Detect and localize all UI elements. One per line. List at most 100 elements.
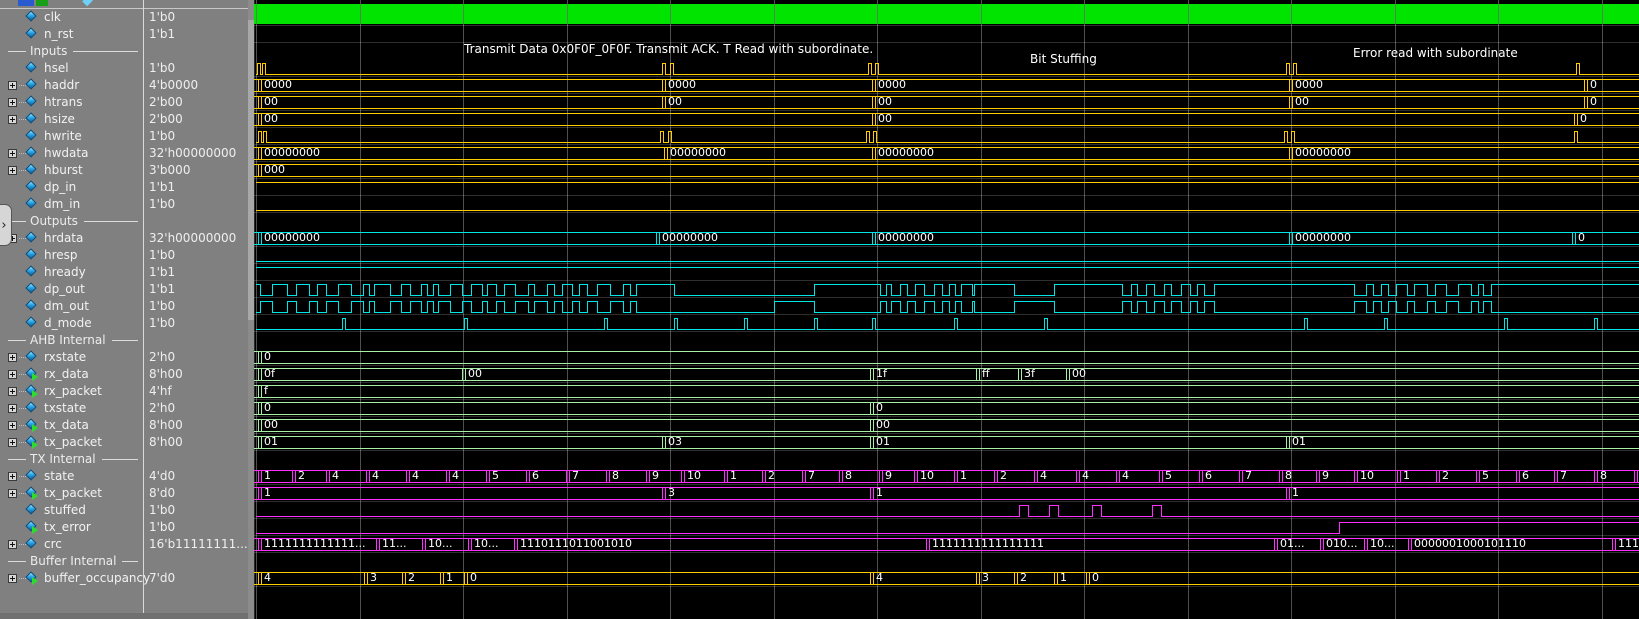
bus-segment[interactable]: 000 [258,163,1639,177]
bus-segment[interactable]: 00000000 [1289,231,1572,245]
waveform-row[interactable]: 4 3 2 1 0 4 3 2 1 0 [254,570,1639,587]
bus-segment[interactable]: 0 [464,571,870,585]
waveform-row[interactable] [254,179,1639,196]
expand-icon-rx_packet[interactable] [8,387,17,396]
bus-segment[interactable]: 8 [1279,469,1316,483]
signal-row-d_mode[interactable]: d_mode [0,315,144,332]
bus-segment[interactable]: 4 [1076,469,1116,483]
bus-segment[interactable]: 8 [839,469,879,483]
horizontal-scrollbar[interactable] [0,613,248,619]
expand-icon-tx_data[interactable] [8,421,17,430]
bus-segment[interactable]: 1 [724,469,762,483]
waveform-row[interactable] [254,281,1639,298]
bus-segment[interactable]: 1 [870,486,1286,500]
waveform-row[interactable]: 0000 0000 0000 0000 0 [254,77,1639,94]
bus-segment[interactable]: 2 [1436,469,1476,483]
signal-row-rx_packet[interactable]: rx_packet [0,383,144,400]
expand-icon-hsize[interactable] [8,115,17,124]
bus-segment[interactable]: 9 [1316,469,1354,483]
signal-row-hburst[interactable]: hburst [0,162,144,179]
bus-segment[interactable]: 7 [802,469,839,483]
bus-segment[interactable]: 01 [258,435,662,449]
bus-segment[interactable]: 00000000 [1289,146,1639,160]
bus-segment[interactable]: 0 [870,401,1639,415]
signal-row-txstate[interactable]: txstate [0,400,144,417]
bus-segment[interactable]: 03 [662,435,870,449]
bus-segment[interactable]: 00000000 [872,231,1289,245]
bus-segment[interactable]: ff [976,367,1018,381]
waveform-row[interactable] [254,247,1639,264]
bus-segment[interactable]: 6 [526,469,566,483]
waveform-row[interactable]: 1111111111111... 11... 10... 10... 111011101… [254,536,1639,553]
signal-row-hrdata[interactable]: hrdata [0,230,144,247]
bus-segment[interactable]: 01 [870,435,1286,449]
bus-segment[interactable]: 00 [462,367,870,381]
bus-segment[interactable]: 10... [468,537,514,551]
bus-segment[interactable]: 0000001000101110 [1408,537,1612,551]
signal-row-tx_data[interactable]: tx_data [0,417,144,434]
signal-row-hwdata[interactable]: hwdata [0,145,144,162]
bus-segment[interactable]: 3 [662,486,870,500]
signal-row-htrans[interactable]: htrans [0,94,144,111]
waveform-row[interactable]: f [254,383,1639,400]
signal-row-hwrite[interactable]: hwrite [0,128,144,145]
bus-segment[interactable]: 4 [870,571,976,585]
waveform-row[interactable] [254,196,1639,213]
bus-segment[interactable]: 3 [364,571,402,585]
bus-segment[interactable]: 0 [1086,571,1639,585]
waveform-row[interactable] [254,128,1639,145]
bus-segment[interactable]: 00 [872,112,1574,126]
expand-icon-crc[interactable] [8,540,17,549]
signal-row-dp_out[interactable]: dp_out [0,281,144,298]
signal-row-rxstate[interactable]: rxstate [0,349,144,366]
bus-segment[interactable]: 1111111111111111 [926,537,1274,551]
bus-segment[interactable]: 1 [258,486,662,500]
waveform-row[interactable]: 000 [254,162,1639,179]
bus-segment[interactable]: 01... [1274,537,1320,551]
waveform-row[interactable]: 00 00 0 [254,111,1639,128]
expand-icon-rx_data[interactable] [8,370,17,379]
signal-row-stuffed[interactable]: stuffed [0,502,144,519]
bus-segment[interactable]: 4 [326,469,366,483]
wave-vertical-scrollbar[interactable] [248,0,255,619]
signal-row-tx_packet[interactable]: tx_packet [0,434,144,451]
bus-segment[interactable]: 4 [1116,469,1159,483]
signal-row-hresp[interactable]: hresp [0,247,144,264]
bus-segment[interactable]: 0 [1574,112,1639,126]
bus-segment[interactable]: 8 [1594,469,1634,483]
bus-segment[interactable]: 00000000 [656,231,872,245]
signal-row-hsize[interactable]: hsize [0,111,144,128]
bus-segment[interactable]: 1 [258,469,292,483]
bus-segment[interactable]: 11... [376,537,422,551]
waveform-row[interactable]: 0 [254,349,1639,366]
signal-row-crc[interactable]: crc [0,536,144,553]
bus-segment[interactable]: 1 [954,469,994,483]
bus-segment[interactable]: 00 [1289,95,1584,109]
bus-segment[interactable]: 00 [870,418,1639,432]
expand-icon-haddr[interactable] [8,81,17,90]
expand-icon-txstate[interactable] [8,404,17,413]
signal-row-clk[interactable]: clk [0,9,144,26]
signal-row-tx_packet[interactable]: tx_packet [0,485,144,502]
bus-segment[interactable]: 8 [606,469,646,483]
waveform-row[interactable]: 00000000 00000000 00000000 00000000 [254,145,1639,162]
waveform-row[interactable] [254,519,1639,536]
bus-segment[interactable]: 0 [258,350,1639,364]
signal-row-dm_out[interactable]: dm_out [0,298,144,315]
signal-row-dp_in[interactable]: dp_in [0,179,144,196]
bus-segment[interactable]: 01 [1286,435,1639,449]
bus-segment[interactable]: 1 [1397,469,1436,483]
bus-segment[interactable]: 00000000 [258,146,664,160]
waveform-row[interactable] [254,264,1639,281]
signal-row-buffer_occupancy[interactable]: buffer_occupancy [0,570,150,587]
bus-segment[interactable]: 00 [258,95,662,109]
bus-segment[interactable]: 00 [258,112,872,126]
bus-segment[interactable]: 3 [976,571,1014,585]
bus-segment[interactable]: 1110111011001010 [514,537,926,551]
expand-icon-hburst[interactable] [8,166,17,175]
bus-segment[interactable]: 5 [486,469,526,483]
bus-segment[interactable]: 0 [1584,78,1639,92]
bus-segment[interactable]: 7 [1239,469,1279,483]
bus-segment[interactable]: 00000000 [258,231,656,245]
bus-segment[interactable]: 4 [1034,469,1076,483]
